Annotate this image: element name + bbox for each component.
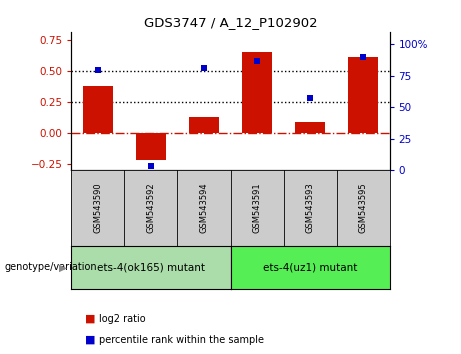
Text: GSM543593: GSM543593 [306, 183, 314, 233]
Bar [296, 122, 325, 133]
Point [359, 54, 366, 60]
Point [254, 58, 261, 64]
Bar [349, 57, 378, 133]
Text: log2 ratio: log2 ratio [99, 314, 146, 324]
Bar [242, 52, 272, 133]
Text: GSM543594: GSM543594 [200, 183, 208, 233]
Text: GSM543595: GSM543595 [359, 183, 367, 233]
Text: ets-4(uz1) mutant: ets-4(uz1) mutant [263, 262, 357, 272]
Text: ▶: ▶ [59, 262, 67, 272]
Text: ets-4(ok165) mutant: ets-4(ok165) mutant [97, 262, 205, 272]
Point [94, 67, 101, 72]
Point [306, 96, 313, 101]
Text: GSM543592: GSM543592 [147, 183, 155, 233]
Text: GDS3747 / A_12_P102902: GDS3747 / A_12_P102902 [144, 16, 317, 29]
Text: GSM543591: GSM543591 [253, 183, 261, 233]
Text: ■: ■ [85, 314, 96, 324]
Bar [189, 117, 219, 133]
Text: ■: ■ [85, 335, 96, 345]
Text: genotype/variation: genotype/variation [5, 262, 97, 272]
Text: GSM543590: GSM543590 [94, 183, 102, 233]
Bar [83, 86, 112, 133]
Bar [136, 133, 165, 160]
Point [148, 163, 155, 169]
Point [200, 65, 207, 71]
Text: percentile rank within the sample: percentile rank within the sample [99, 335, 264, 345]
